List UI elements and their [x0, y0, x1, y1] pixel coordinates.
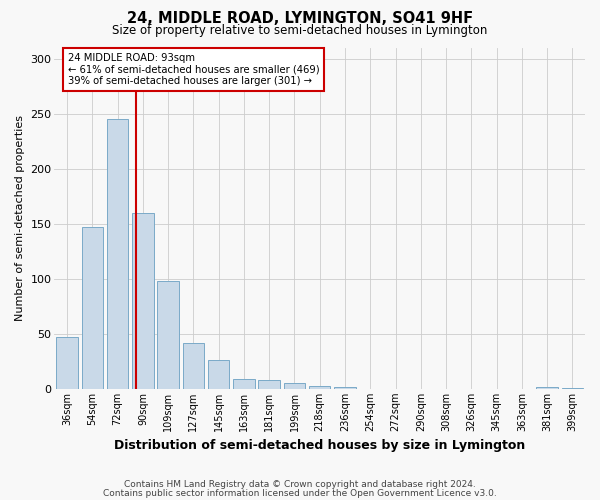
Bar [157, 281, 179, 389]
Bar [56, 337, 78, 389]
Bar [182, 342, 204, 389]
Bar [284, 384, 305, 389]
Bar [233, 379, 254, 389]
Bar [208, 360, 229, 389]
Bar [82, 227, 103, 389]
Bar [259, 380, 280, 389]
Bar [107, 119, 128, 389]
Text: Contains HM Land Registry data © Crown copyright and database right 2024.: Contains HM Land Registry data © Crown c… [124, 480, 476, 489]
Text: Size of property relative to semi-detached houses in Lymington: Size of property relative to semi-detach… [112, 24, 488, 37]
Bar [536, 386, 558, 389]
X-axis label: Distribution of semi-detached houses by size in Lymington: Distribution of semi-detached houses by … [114, 440, 526, 452]
Text: 24 MIDDLE ROAD: 93sqm
← 61% of semi-detached houses are smaller (469)
39% of sem: 24 MIDDLE ROAD: 93sqm ← 61% of semi-deta… [68, 53, 319, 86]
Bar [562, 388, 583, 389]
Text: Contains public sector information licensed under the Open Government Licence v3: Contains public sector information licen… [103, 489, 497, 498]
Text: 24, MIDDLE ROAD, LYMINGTON, SO41 9HF: 24, MIDDLE ROAD, LYMINGTON, SO41 9HF [127, 11, 473, 26]
Bar [334, 386, 356, 389]
Bar [309, 386, 331, 389]
Y-axis label: Number of semi-detached properties: Number of semi-detached properties [15, 115, 25, 321]
Bar [132, 212, 154, 389]
